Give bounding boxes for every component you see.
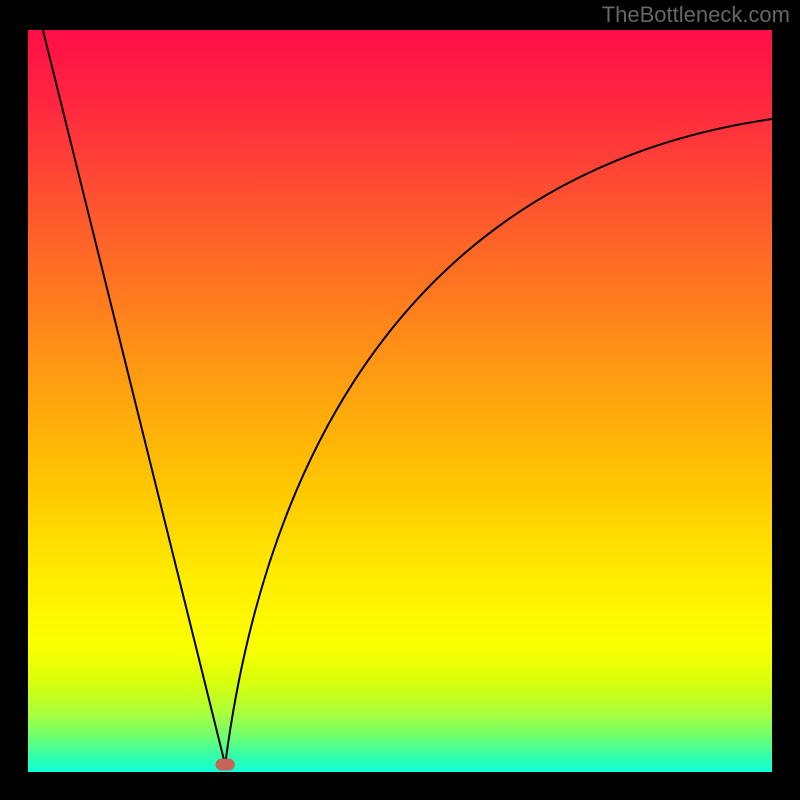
chart-canvas: TheBottleneck.com	[0, 0, 800, 800]
watermark-text: TheBottleneck.com	[602, 2, 790, 28]
bottleneck-chart	[28, 30, 772, 772]
optimal-marker	[215, 759, 234, 771]
gradient-background	[28, 30, 772, 772]
